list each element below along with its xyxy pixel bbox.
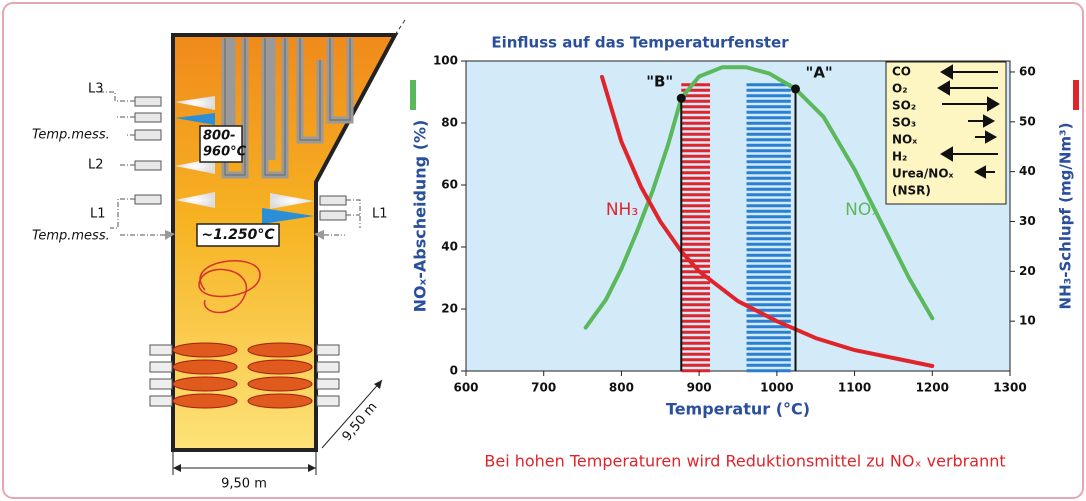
label: L1 bbox=[90, 207, 106, 222]
x-tick-label: 600 bbox=[453, 381, 478, 395]
legend-swatch bbox=[1073, 80, 1079, 110]
x-tick-label: 800 bbox=[609, 381, 634, 395]
label: L1 bbox=[372, 207, 388, 222]
marker-label: "B" bbox=[646, 73, 673, 91]
legend-box: CO O₂ SO₂ SO₃ NOₓ H₂ Urea/NOₓ (NSR) bbox=[886, 62, 1006, 204]
y-tick-label: 60 bbox=[441, 178, 458, 192]
chart-title: Einfluss auf das Temperaturfenster bbox=[491, 34, 789, 52]
y-axis-title: NOₓ-Abscheidung (%) bbox=[411, 120, 430, 313]
figure: L3 Temp.mess. 800- 960°C L2 L1 L1 Temp.m… bbox=[0, 0, 1086, 501]
label: 800- bbox=[203, 129, 236, 144]
y-tick-label: 40 bbox=[441, 240, 458, 254]
label: L3 bbox=[88, 82, 104, 97]
label: 9,50 m bbox=[221, 477, 267, 492]
y2-tick-label: 40 bbox=[1019, 164, 1036, 178]
legend-item: SO₃ bbox=[892, 116, 916, 130]
label: ~1.250°C bbox=[201, 227, 275, 243]
label: Temp.mess. bbox=[32, 128, 110, 143]
marker-label: "A" bbox=[806, 63, 833, 81]
x-tick-label: 1300 bbox=[993, 381, 1026, 395]
label: Temp.mess. bbox=[32, 229, 110, 244]
y-tick-label: 80 bbox=[441, 116, 458, 130]
legend-swatch bbox=[410, 80, 416, 110]
marker-point bbox=[677, 94, 686, 103]
y2-tick-label: 30 bbox=[1019, 214, 1036, 228]
marker-point bbox=[791, 84, 800, 93]
y-tick-label: 20 bbox=[441, 302, 458, 316]
y-tick-label: 100 bbox=[433, 54, 458, 68]
y2-tick-label: 50 bbox=[1019, 114, 1036, 128]
y2-tick-label: 10 bbox=[1019, 314, 1036, 328]
legend-item: O₂ bbox=[892, 82, 907, 96]
legend-item: NOₓ bbox=[892, 133, 917, 147]
x-tick-label: 700 bbox=[531, 381, 556, 395]
x-tick-label: 1200 bbox=[916, 381, 949, 395]
x-tick-label: 1000 bbox=[760, 381, 793, 395]
y2-tick-label: 20 bbox=[1019, 264, 1036, 278]
series-label: NH₃ bbox=[606, 200, 638, 220]
legend-item: (NSR) bbox=[892, 184, 931, 198]
series-label: NOₓ bbox=[845, 200, 879, 220]
caption: Bei hohen Temperaturen wird Reduktionsmi… bbox=[484, 452, 1005, 471]
x-tick-label: 900 bbox=[687, 381, 712, 395]
label: 960°C bbox=[203, 145, 247, 160]
legend-item: H₂ bbox=[892, 150, 907, 164]
legend-item: SO₂ bbox=[892, 99, 916, 113]
legend-item: CO bbox=[892, 65, 911, 79]
y2-tick-label: 60 bbox=[1019, 64, 1036, 78]
y-tick-label: 0 bbox=[450, 364, 458, 378]
label: L2 bbox=[88, 158, 104, 173]
x-tick-label: 1100 bbox=[838, 381, 871, 395]
x-axis-title: Temperatur (°C) bbox=[666, 400, 810, 419]
y2-axis-title: NH₃-Schlupf (mg/Nm³) bbox=[1057, 123, 1075, 310]
legend-item: Urea/NOₓ bbox=[892, 167, 954, 181]
